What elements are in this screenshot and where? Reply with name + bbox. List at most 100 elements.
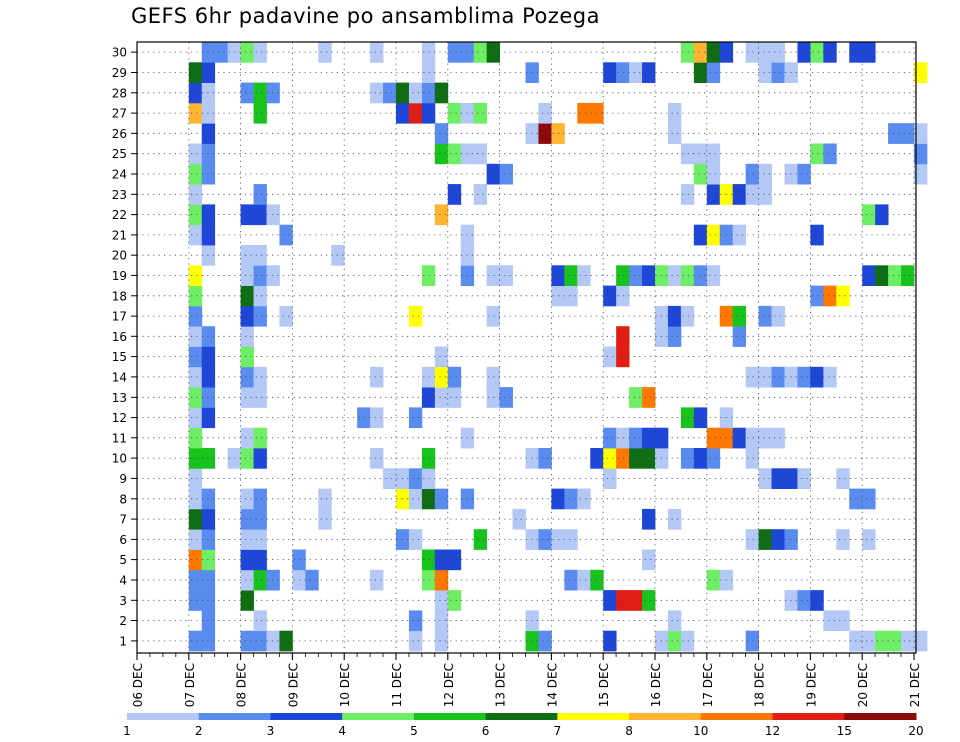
heat-cell (642, 387, 656, 408)
heat-cell (188, 407, 203, 429)
heat-cell (188, 346, 203, 368)
y-tick-label: 21 (112, 228, 127, 242)
heat-cell (408, 529, 423, 550)
legend-swatch (844, 713, 917, 720)
y-tick-label: 27 (112, 107, 127, 121)
heat-cell (706, 265, 721, 286)
heat-cell (667, 265, 682, 286)
heat-cell (201, 143, 216, 165)
heat-cell (253, 387, 267, 408)
heat-cell (434, 569, 449, 591)
heat-cell (667, 123, 682, 144)
y-tick-label: 20 (112, 249, 127, 263)
y-tick-label: 23 (112, 188, 127, 202)
y-tick-label: 19 (112, 269, 127, 283)
y-tick-label: 24 (112, 168, 127, 182)
heat-cell (253, 102, 267, 124)
heat-cell (201, 630, 216, 652)
heat-cell (486, 163, 500, 185)
heat-cell (667, 610, 682, 632)
heat-cell (434, 549, 449, 571)
heat-cell (188, 387, 203, 408)
heat-cell (201, 529, 216, 550)
legend-swatch (629, 713, 702, 720)
heat-cell (901, 265, 915, 286)
heat-cell (253, 366, 267, 388)
heat-cell (370, 407, 384, 429)
heat-cell (888, 265, 902, 286)
heat-cell (240, 366, 254, 388)
heat-cell (201, 326, 216, 347)
heat-cell (253, 265, 267, 286)
heat-cell (642, 265, 656, 286)
heat-cell (201, 82, 216, 104)
heat-cell (240, 569, 254, 591)
x-tick-label: 18 DEC (753, 663, 767, 707)
heat-cell (706, 427, 721, 449)
heat-cell (745, 448, 759, 469)
heat-cell (201, 508, 216, 530)
legend-swatch (557, 713, 630, 720)
heat-cell (862, 630, 876, 652)
x-tick-label: 17 DEC (701, 663, 715, 707)
heat-cell (758, 163, 772, 185)
heat-cell (914, 123, 928, 144)
y-tick-label: 22 (112, 208, 127, 222)
heat-cell (629, 590, 643, 611)
heat-cell (680, 448, 695, 469)
heat-cell (771, 42, 785, 63)
heat-cell (240, 285, 254, 307)
heat-cell (421, 42, 436, 63)
cells-layer (188, 42, 928, 652)
heat-cell (473, 143, 488, 165)
heat-cell (888, 630, 902, 652)
heat-cell (201, 102, 216, 124)
heat-cell (732, 224, 747, 246)
heat-cell (616, 427, 630, 449)
heat-cell (188, 630, 203, 652)
legend-swatch (413, 713, 487, 720)
heat-cell (201, 245, 216, 266)
heat-cell (680, 305, 695, 327)
heat-cell (434, 590, 449, 611)
heat-cell (253, 448, 267, 469)
x-tick-label: 20 DEC (856, 663, 870, 707)
heat-cell (434, 387, 449, 408)
heat-cell (253, 184, 267, 205)
heat-cell (797, 42, 811, 63)
heat-cell (188, 224, 203, 246)
heat-cell (370, 448, 384, 469)
heat-cell (551, 285, 565, 307)
heat-cell (603, 62, 617, 83)
heat-cell (447, 366, 462, 388)
heat-cell (797, 468, 811, 489)
y-tick-label: 14 (112, 370, 127, 384)
heat-cell (680, 143, 695, 165)
heat-cell (732, 184, 747, 205)
heat-cell (499, 163, 513, 185)
heat-cell (253, 508, 267, 530)
x-tick-label: 07 DEC (183, 663, 197, 707)
y-tick-label: 2 (119, 614, 127, 628)
heat-cell (188, 143, 203, 165)
heat-cell (758, 305, 772, 327)
heat-cell (253, 488, 267, 510)
heat-cell (486, 366, 500, 388)
heat-cell (408, 610, 423, 632)
heat-cell (473, 42, 488, 63)
legend-label: 2 (195, 724, 203, 738)
heat-cell (732, 427, 747, 449)
legend-label: 3 (267, 724, 275, 738)
heat-cell (240, 488, 254, 510)
y-tick-label: 9 (119, 472, 127, 486)
heat-cell (188, 163, 203, 185)
heat-cell (408, 488, 423, 510)
heat-cell (538, 102, 552, 124)
x-tick-label: 12 DEC (442, 663, 456, 707)
heat-cell (408, 305, 423, 327)
y-tick-label: 8 (119, 492, 127, 506)
heat-cell (745, 427, 759, 449)
heat-cell (318, 488, 332, 510)
heat-cell (603, 427, 617, 449)
heat-cell (616, 62, 630, 83)
